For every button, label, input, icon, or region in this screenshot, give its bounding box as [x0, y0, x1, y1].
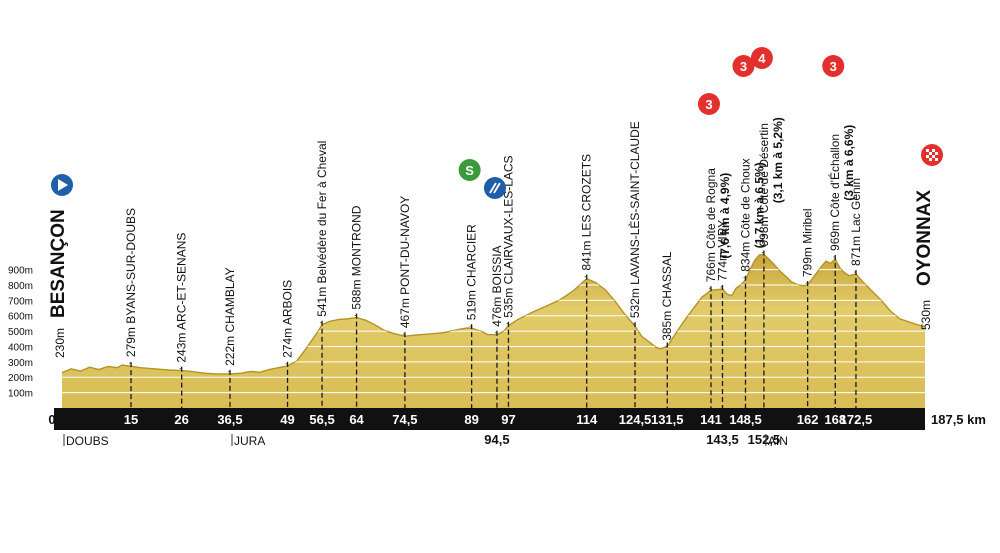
km-label: 143,5	[706, 432, 739, 447]
km-label: 56,5	[309, 412, 334, 427]
climb-category-label: 4	[758, 51, 766, 66]
checkered-flag-icon	[926, 149, 929, 152]
checkered-flag-icon	[926, 155, 929, 158]
checkered-flag-icon	[932, 149, 935, 152]
place-label: 535m CLAIRVAUX-LES-LACS	[501, 155, 515, 317]
climb-detail: (3,1 km à 5,2%)	[771, 117, 785, 203]
place-label: 532m LAVANS-LÈS-SAINT-CLAUDE	[627, 121, 642, 318]
place-label: 766m Côte de Rogna	[704, 168, 718, 282]
altitude-tick-label: 700m	[8, 296, 33, 307]
checkered-flag-icon	[935, 152, 938, 155]
altitude-tick-label: 500m	[8, 327, 33, 338]
km-label: 49	[280, 412, 294, 427]
km-label: 0	[48, 412, 55, 427]
climb-category-badge	[822, 55, 845, 77]
checkered-flag-icon	[935, 158, 938, 161]
altitude-tick-label: 100m	[8, 389, 33, 400]
km-label: 97	[501, 412, 515, 427]
climb-category-badge	[732, 55, 755, 77]
department-label: DOUBS	[66, 434, 109, 448]
place-label: 774m VIRY	[715, 220, 729, 281]
km-label: 141	[700, 412, 722, 427]
km-label: 148,5	[729, 412, 762, 427]
km-bar	[54, 408, 925, 430]
climb-detail: (7,6 km à 4,9%)	[718, 173, 732, 259]
place-label: 243m ARC-ET-SENANS	[175, 233, 189, 363]
checkered-flag-icon	[932, 155, 935, 158]
altitude-tick-label: 200m	[8, 373, 33, 384]
place-label: 834m Côte de Choux	[738, 158, 752, 271]
climb-category-badge	[750, 47, 773, 69]
department-label: AIN	[768, 434, 788, 448]
climb-category-badge	[697, 93, 720, 115]
km-label: 187,5 km	[931, 412, 986, 427]
feed-zone-badge	[483, 177, 506, 199]
feed-zone-icon	[493, 182, 501, 194]
place-label: 467m PONT-DU-NAVOY	[398, 196, 412, 328]
place-altitude: 530m	[919, 300, 933, 330]
play-icon	[58, 179, 68, 191]
altitude-tick-label: 900m	[8, 266, 33, 277]
climb-detail: (1,7 km à 6,5%)	[752, 162, 766, 248]
place-label: 541m Belvédère du Fer à Cheval	[315, 141, 329, 317]
place-label: 279m BYANS-SUR-DOUBS	[124, 208, 138, 357]
km-label: 26	[174, 412, 188, 427]
checkered-flag-icon	[929, 152, 932, 155]
altitude-tick-label: 600m	[8, 312, 33, 323]
km-label: 15	[124, 412, 138, 427]
altitude-tick-label: 400m	[8, 342, 33, 353]
km-labels: 0 15 26 36,5 49 56,5 64 74,5 89 94,5 97 114 124,5 131…	[48, 412, 986, 447]
km-label: 124,5	[619, 412, 652, 427]
place-labels: 230m BESANÇON 279m BYANS-SUR-DOUBS 243m ARC…	[48, 117, 935, 373]
profile-fill	[62, 254, 925, 408]
place-label: 274m ARBOIS	[281, 280, 295, 358]
km-label: 36,5	[217, 412, 242, 427]
climb-category-label: 3	[740, 59, 747, 74]
place-label: 588m MONTROND	[350, 205, 364, 309]
km-label: 172,5	[840, 412, 873, 427]
km-label: 114	[576, 412, 598, 427]
place-name: OYONNAX	[914, 190, 935, 286]
place-name: BESANÇON	[48, 209, 69, 318]
place-label: 519m CHARCIER	[465, 224, 479, 320]
km-label: 94,5	[484, 432, 509, 447]
altitude-tick-label: 300m	[8, 358, 33, 369]
department-label: JURA	[234, 434, 265, 448]
km-label: 89	[464, 412, 478, 427]
sprint-badge-label: S	[465, 163, 474, 178]
place-marker-lines	[130, 250, 857, 412]
altitude-axis: 100m 200m 300m 400m 500m 600m 700m 800m 900m	[8, 266, 33, 400]
checkered-flag-icon	[929, 158, 932, 161]
feed-zone-icon	[489, 182, 497, 194]
climb-category-label: 3	[830, 59, 837, 74]
sprint-badge	[458, 159, 481, 181]
place-label: 969m Côte d'Échallon	[827, 134, 842, 251]
place-label: 799m Miribel	[801, 208, 815, 277]
department-labels: DOUBS JURA AIN	[63, 434, 788, 448]
place-altitude: 230m	[53, 328, 67, 358]
km-label: 168	[824, 412, 846, 427]
place-label: 385m CHASSAL	[660, 251, 674, 341]
km-bar-rect	[54, 408, 925, 430]
place-label: 998m Côte de Désertin	[757, 123, 771, 246]
place-label: 871m Lac Genin	[849, 178, 863, 266]
km-label: 162	[797, 412, 819, 427]
km-label: 74,5	[392, 412, 417, 427]
climb-detail: (3 km à 6,6%)	[842, 125, 856, 201]
place-label: 841m LES CROZETS	[580, 154, 594, 271]
km-label: 64	[349, 412, 364, 427]
place-label: 476m BOISSIA	[490, 245, 504, 326]
km-label: 131,5	[651, 412, 684, 427]
climb-category-label: 3	[705, 97, 712, 112]
place-label: 222m CHAMBLAY	[223, 267, 237, 365]
altitude-tick-label: 800m	[8, 281, 33, 292]
km-label: 152,5	[748, 432, 781, 447]
